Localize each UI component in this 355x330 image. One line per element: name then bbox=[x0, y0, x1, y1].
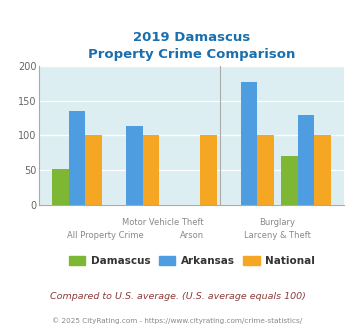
Bar bbox=[257, 135, 274, 205]
Title: 2019 Damascus
Property Crime Comparison: 2019 Damascus Property Crime Comparison bbox=[88, 31, 295, 61]
Bar bbox=[282, 156, 298, 205]
Bar bbox=[69, 111, 86, 205]
Bar bbox=[298, 115, 315, 205]
Bar bbox=[53, 169, 69, 205]
Text: All Property Crime: All Property Crime bbox=[67, 231, 144, 240]
Bar bbox=[241, 82, 257, 205]
Bar bbox=[126, 126, 143, 205]
Bar bbox=[143, 135, 159, 205]
Text: Compared to U.S. average. (U.S. average equals 100): Compared to U.S. average. (U.S. average … bbox=[50, 292, 305, 301]
Bar bbox=[315, 135, 331, 205]
Text: Motor Vehicle Theft: Motor Vehicle Theft bbox=[122, 218, 204, 227]
Legend: Damascus, Arkansas, National: Damascus, Arkansas, National bbox=[65, 251, 319, 270]
Bar bbox=[200, 135, 217, 205]
Text: Arson: Arson bbox=[180, 231, 204, 240]
Text: Larceny & Theft: Larceny & Theft bbox=[244, 231, 311, 240]
Text: Burglary: Burglary bbox=[260, 218, 296, 227]
Text: © 2025 CityRating.com - https://www.cityrating.com/crime-statistics/: © 2025 CityRating.com - https://www.city… bbox=[53, 317, 302, 324]
Bar bbox=[86, 135, 102, 205]
